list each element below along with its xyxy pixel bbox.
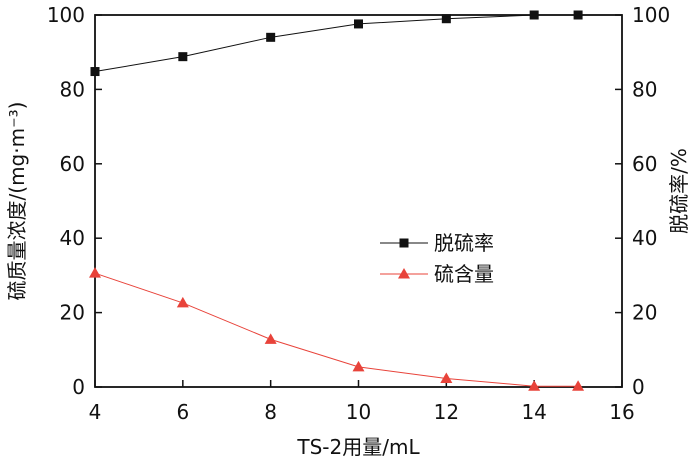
legend-marker-triangle: [398, 268, 410, 279]
y-right-tick-label: 40: [632, 226, 657, 250]
y-right-tick-label: 100: [632, 3, 670, 27]
series-line-1: [94, 14, 579, 73]
series-line-2: [94, 272, 579, 387]
x-tick-label: 12: [434, 400, 459, 424]
x-tick-label: 10: [346, 400, 371, 424]
y-left-tick-label: 80: [60, 77, 85, 101]
data-point-triangle: [264, 333, 277, 344]
y-left-tick-label: 0: [72, 375, 85, 399]
y-right-axis-title: 脱硫率/%: [667, 148, 691, 234]
data-point-triangle: [440, 372, 453, 383]
x-axis-title: TS-2用量/mL: [296, 435, 420, 459]
data-point-square: [529, 10, 539, 20]
x-tick-label: 16: [609, 400, 634, 424]
x-tick-label: 6: [176, 400, 189, 424]
legend-label: 脱硫率: [434, 231, 494, 255]
x-tick-label: 8: [264, 400, 277, 424]
data-point-square: [266, 32, 276, 42]
data-point-triangle: [89, 267, 101, 278]
data-point-triangle: [352, 360, 365, 372]
y-right-tick-label: 20: [632, 301, 657, 325]
data-point-triangle: [528, 380, 541, 391]
y-left-tick-label: 60: [60, 152, 85, 176]
y-left-tick-label: 40: [60, 226, 85, 250]
data-point-square: [178, 52, 188, 62]
y-left-axis-title: 硫质量浓度/(mg·m⁻³): [5, 102, 29, 301]
y-left-tick-label: 100: [47, 3, 85, 27]
legend-label: 硫含量: [434, 262, 494, 286]
data-point-triangle: [176, 296, 189, 308]
data-point-square: [354, 19, 363, 29]
y-right-tick-label: 80: [632, 77, 657, 101]
x-tick-label: 14: [521, 400, 546, 424]
y-right-tick-label: 60: [632, 152, 657, 176]
x-tick-label: 4: [89, 400, 102, 424]
data-point-triangle: [572, 380, 585, 391]
legend-marker-square: [399, 238, 409, 248]
y-left-tick-label: 20: [60, 301, 85, 325]
data-point-square: [90, 67, 100, 77]
plot-frame: [94, 14, 623, 388]
data-point-square: [441, 14, 451, 24]
y-right-tick-label: 0: [632, 375, 645, 399]
data-point-square: [573, 10, 583, 20]
